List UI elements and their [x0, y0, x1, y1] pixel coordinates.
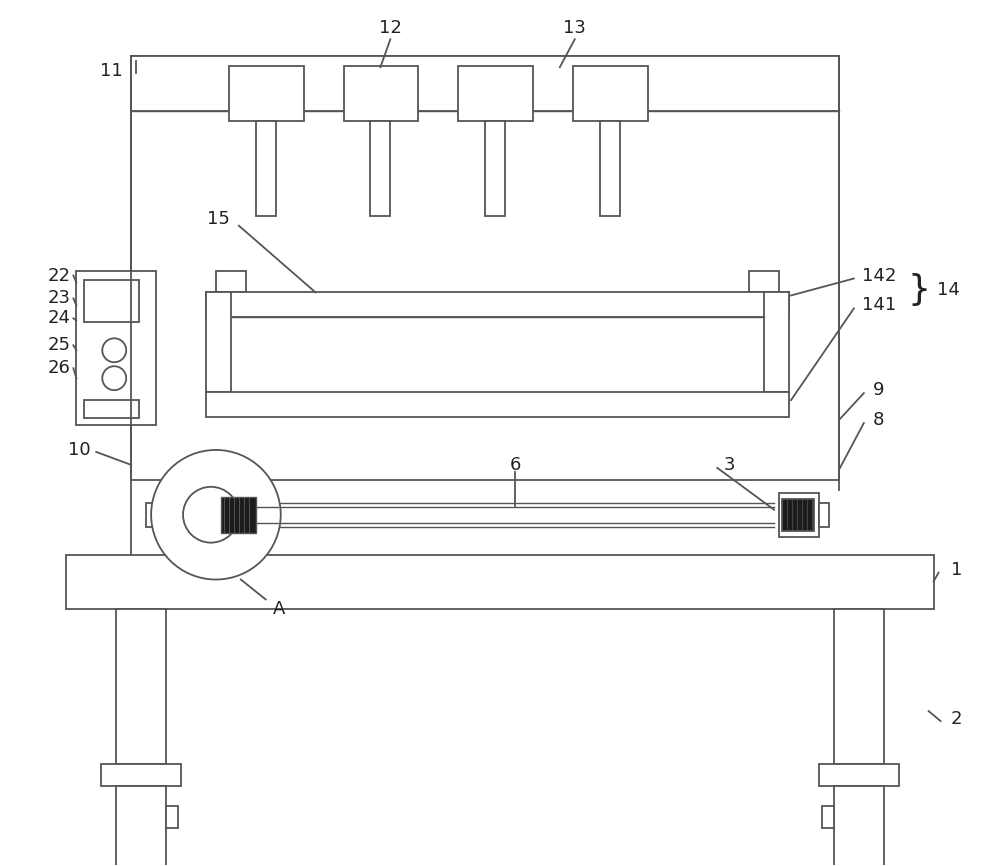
Bar	[749, 270, 779, 293]
Circle shape	[183, 487, 239, 543]
Bar	[66, 554, 934, 610]
Bar	[161, 499, 193, 531]
Circle shape	[102, 366, 126, 391]
Text: A: A	[273, 600, 285, 618]
Bar	[131, 56, 839, 111]
Text: 9: 9	[873, 381, 885, 399]
Bar	[146, 503, 156, 527]
Text: 13: 13	[563, 19, 586, 37]
Bar	[166, 805, 178, 828]
Bar	[116, 785, 166, 866]
Bar	[131, 56, 839, 480]
Bar	[764, 293, 789, 392]
Text: 25: 25	[48, 336, 71, 354]
Text: 8: 8	[873, 411, 884, 429]
Bar	[834, 610, 884, 764]
Text: 6: 6	[509, 456, 521, 474]
Text: 24: 24	[48, 309, 71, 327]
Bar	[221, 497, 256, 533]
Text: 142: 142	[862, 267, 896, 285]
Bar	[84, 281, 139, 322]
Bar	[206, 392, 789, 417]
Bar	[458, 66, 533, 121]
Bar	[834, 785, 884, 866]
Circle shape	[151, 450, 281, 579]
Bar	[229, 66, 304, 121]
Text: 10: 10	[68, 441, 91, 459]
Bar	[600, 121, 620, 216]
Text: 12: 12	[379, 19, 402, 37]
Text: 26: 26	[48, 359, 71, 378]
Text: 15: 15	[207, 210, 230, 228]
Text: 141: 141	[862, 296, 896, 314]
Bar	[101, 764, 181, 785]
Bar	[822, 805, 834, 828]
Bar	[485, 121, 505, 216]
Bar	[344, 66, 418, 121]
Bar	[216, 270, 246, 293]
Bar	[116, 610, 166, 764]
Bar	[819, 503, 829, 527]
Bar	[206, 293, 789, 317]
Text: 23: 23	[48, 289, 71, 307]
Bar	[76, 270, 156, 425]
Bar	[819, 764, 899, 785]
Bar	[206, 293, 231, 392]
Text: 22: 22	[48, 267, 71, 285]
Bar	[779, 493, 819, 537]
Bar	[370, 121, 390, 216]
Bar	[156, 493, 196, 537]
Text: 11: 11	[100, 62, 123, 81]
Bar	[256, 121, 276, 216]
Circle shape	[102, 339, 126, 362]
Text: 2: 2	[951, 710, 962, 728]
Text: }: }	[907, 274, 930, 307]
Bar	[84, 400, 139, 418]
Bar	[782, 499, 814, 531]
Text: 3: 3	[724, 456, 735, 474]
Text: 1: 1	[951, 560, 962, 578]
Text: 14: 14	[937, 281, 960, 300]
Bar	[573, 66, 648, 121]
